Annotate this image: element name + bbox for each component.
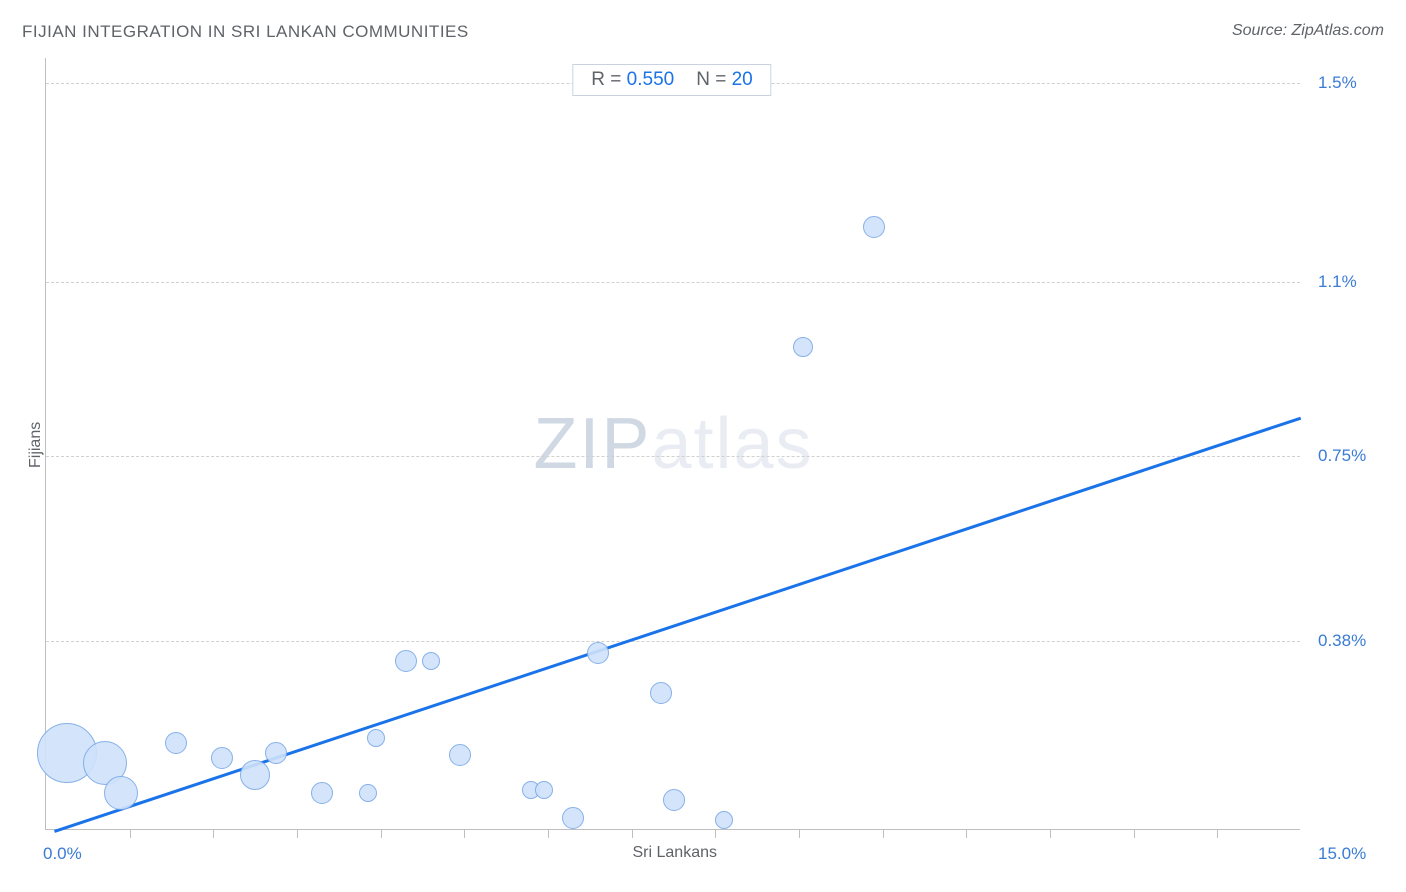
r-value: 0.550 (627, 69, 675, 90)
x-axis-label: Sri Lankans (633, 844, 718, 862)
n-label: N = (696, 69, 731, 90)
x-tick (966, 830, 967, 838)
data-point (793, 337, 813, 357)
data-point (587, 642, 609, 664)
data-point (104, 776, 138, 810)
x-tick (632, 830, 633, 838)
n-stat: N = 20 (696, 69, 753, 91)
n-value: 20 (732, 69, 753, 90)
y-tick-label: 0.38% (1318, 631, 1366, 651)
x-tick (297, 830, 298, 838)
data-point (863, 216, 885, 238)
x-tick (548, 830, 549, 838)
data-point (535, 781, 553, 799)
data-point (265, 742, 287, 764)
data-point (311, 782, 333, 804)
x-tick (883, 830, 884, 838)
y-axis-label: Fijians (27, 422, 45, 468)
data-point (562, 807, 584, 829)
data-point (165, 732, 187, 754)
y-tick-label: 1.1% (1318, 272, 1357, 292)
watermark-zip: ZIP (533, 404, 651, 484)
x-tick (715, 830, 716, 838)
y-tick-label: 0.75% (1318, 446, 1366, 466)
x-tick (464, 830, 465, 838)
data-point (240, 760, 270, 790)
gridline (46, 641, 1300, 642)
stats-box: R = 0.550 N = 20 (572, 64, 771, 96)
chart-container: FIJIAN INTEGRATION IN SRI LANKAN COMMUNI… (0, 0, 1406, 892)
x-max-label: 15.0% (1318, 844, 1360, 864)
data-point (650, 682, 672, 704)
x-tick (1134, 830, 1135, 838)
data-point (359, 784, 377, 802)
y-tick-label: 1.5% (1318, 73, 1357, 93)
data-point (367, 729, 385, 747)
data-point (211, 747, 233, 769)
data-point (395, 650, 417, 672)
x-tick (1050, 830, 1051, 838)
data-point (715, 811, 733, 829)
x-tick (799, 830, 800, 838)
chart-title: FIJIAN INTEGRATION IN SRI LANKAN COMMUNI… (22, 22, 469, 42)
watermark: ZIPatlas (533, 403, 813, 485)
data-point (663, 789, 685, 811)
data-point (449, 744, 471, 766)
source-label: Source: ZipAtlas.com (1232, 22, 1384, 40)
watermark-atlas: atlas (651, 404, 813, 484)
x-min-label: 0.0% (43, 844, 82, 864)
gridline (46, 456, 1300, 457)
x-tick (381, 830, 382, 838)
data-point (422, 652, 440, 670)
r-label: R = (591, 69, 626, 90)
plot-area: ZIPatlas (45, 58, 1300, 830)
r-stat: R = 0.550 (591, 69, 674, 91)
x-tick (130, 830, 131, 838)
x-tick (213, 830, 214, 838)
gridline (46, 282, 1300, 283)
x-tick (1217, 830, 1218, 838)
